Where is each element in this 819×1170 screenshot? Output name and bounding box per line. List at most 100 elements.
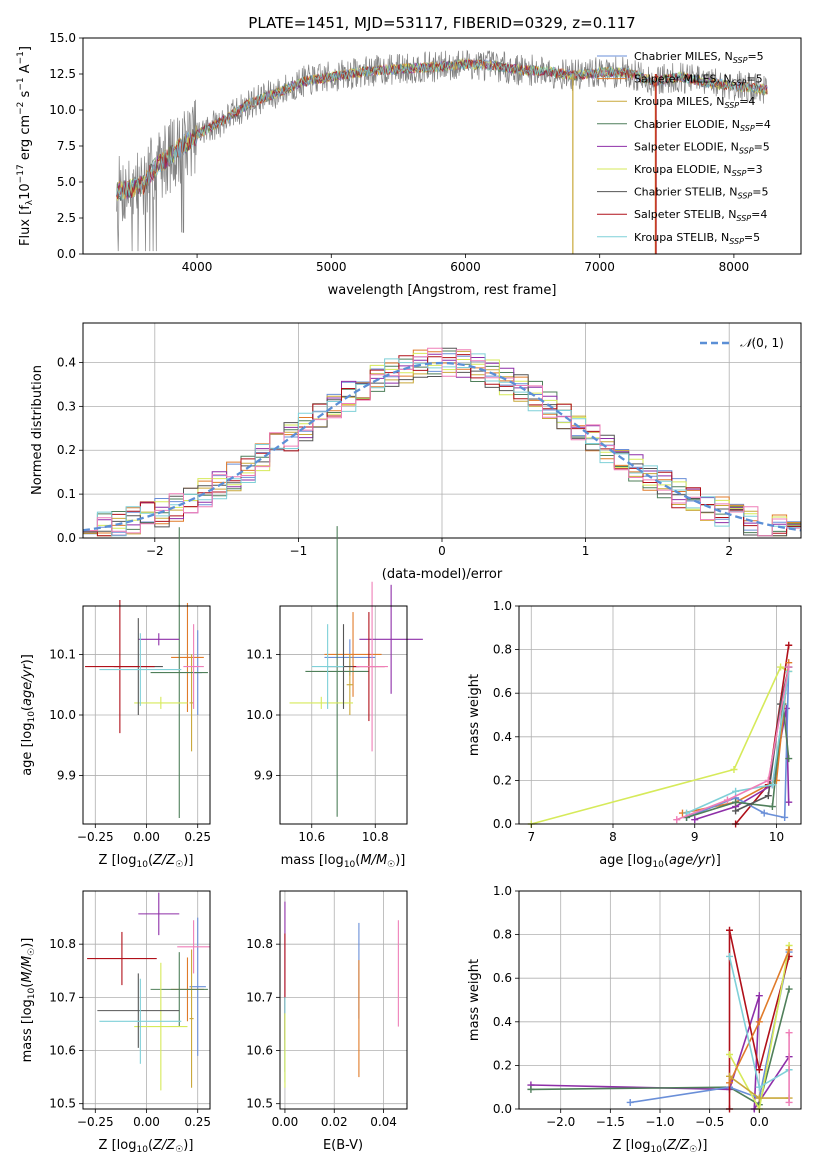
residuals-panel: −2 −1 0 1 2 0.0 0.1 0.2 0.3 0.4 (data-model)/erro…	[30, 322, 802, 582]
plus-marker	[777, 700, 785, 708]
plus-marker	[755, 1018, 763, 1026]
y-tick-label: 0.3	[57, 399, 76, 413]
y-tick-label: 0.6	[493, 971, 512, 985]
age-vs-metallicity-panel: −0.25 0.00 0.25 9.9 10.0 10.1 Z [log10(Z/Z☉)]…	[20, 527, 211, 870]
x-tick-label: −1	[290, 544, 308, 558]
y-tick-label: 0.4	[493, 1015, 512, 1029]
y-tick-label: 10.0	[49, 708, 76, 722]
y-tick-label: 0.0	[57, 247, 76, 261]
x-tick-label: 4000	[182, 260, 213, 274]
plus-marker	[726, 1072, 734, 1080]
mass-z-ylabel: mass [log10(M/M☉)]	[20, 938, 37, 1063]
y-tick-label: 0.0	[493, 817, 512, 831]
spectrum-xlabel: wavelength [Angstrom, rest frame]	[328, 283, 557, 298]
y-tick-label: 0.6	[493, 686, 512, 700]
x-tick-label: 6000	[450, 260, 481, 274]
y-tick-label: 0.4	[493, 730, 512, 744]
y-tick-label: 1.0	[493, 599, 512, 613]
mass-weight-line	[728, 930, 790, 1109]
mass-weight-line	[676, 666, 790, 821]
mw-age-axes-frame	[518, 605, 802, 825]
x-tick-label: 10.8	[362, 830, 389, 844]
plus-marker	[726, 952, 734, 960]
residuals-ylabel: Normed distribution	[30, 365, 45, 495]
y-tick-label: 15.0	[49, 31, 76, 45]
plus-marker	[726, 1051, 734, 1058]
legend-label-chabrier_elodie: Chabrier ELODIE, NSSP=4	[634, 118, 771, 133]
y-tick-label: 10.1	[246, 647, 273, 661]
y-tick-label: 10.0	[246, 708, 273, 722]
plus-marker	[760, 809, 768, 817]
plus-marker	[764, 792, 772, 800]
plus-marker	[768, 781, 776, 789]
x-tick-label: 10	[769, 830, 784, 844]
legend-label-salpeter_stelib: Salpeter STELIB, NSSP=4	[634, 208, 767, 223]
mass-ebv-axes-frame	[279, 890, 408, 1110]
legend-label-chabrier_stelib: Chabrier STELIB, NSSP=5	[634, 186, 768, 201]
age-vs-mass-panel: 10.6 10.8 9.9 10.0 10.1 mass [log10(M/M☉)]	[246, 526, 423, 870]
y-tick-label: 10.7	[246, 990, 273, 1004]
mass-vs-reddening-panel: 0.00 0.02 0.04 10.5 10.6 10.7 10.8 E(B-V)	[246, 890, 408, 1153]
x-tick-label: −1.0	[645, 1115, 674, 1129]
plus-marker	[777, 663, 785, 671]
x-tick-label: 8	[609, 830, 617, 844]
plus-marker	[732, 807, 740, 815]
plus-marker	[726, 1079, 734, 1087]
y-tick-label: 10.7	[49, 990, 76, 1004]
legend-label-salpeter_miles: Salpeter MILES, NSSP=5	[634, 73, 763, 88]
y-tick-label: 10.1	[49, 647, 76, 661]
spectrum-legend: Chabrier MILES, NSSP=5 Salpeter MILES, NS…	[597, 50, 771, 246]
plus-marker	[755, 1083, 763, 1091]
mw-z-ylabel: mass weight	[467, 959, 482, 1041]
y-tick-label: 10.5	[246, 1097, 273, 1111]
mass-vs-metallicity-panel: −0.25 0.00 0.25 10.5 10.6 10.7 10.8 Z [log10(Z…	[20, 890, 211, 1155]
mass-ebv-xlabel: E(B-V)	[323, 1138, 363, 1153]
legend-label-kroupa_elodie: Kroupa ELODIE, NSSP=3	[634, 163, 763, 178]
plus-marker	[732, 798, 740, 806]
plus-marker	[785, 641, 793, 649]
spectrum-panel: PLATE=1451, MJD=53117, FIBERID=0329, z=0…	[16, 14, 802, 298]
y-tick-label: 10.5	[49, 1097, 76, 1111]
plus-marker	[768, 803, 776, 811]
x-tick-label: 0.02	[321, 1115, 348, 1129]
mass-weight-vs-age-panel: 7 8 9 10 0.0 0.2 0.4 0.6 0.8 1.0 age [log10(age/y…	[467, 599, 802, 870]
y-tick-label: 9.9	[254, 769, 273, 783]
y-tick-label: 12.5	[49, 67, 76, 81]
x-tick-label: 10.6	[298, 830, 325, 844]
plus-marker	[785, 985, 793, 993]
y-tick-label: 10.8	[49, 937, 76, 951]
residuals-legend: 𝒩(0, 1)	[700, 336, 784, 350]
y-tick-label: 0.2	[493, 1058, 512, 1072]
plus-marker	[785, 1029, 793, 1037]
plus-marker	[527, 1085, 535, 1093]
age-z-xlabel: Z [log10(Z/Z☉)]	[99, 853, 194, 870]
y-tick-label: 5.0	[57, 175, 76, 189]
plus-marker	[781, 813, 789, 821]
y-tick-label: 0.8	[493, 643, 512, 657]
spectrum-title: PLATE=1451, MJD=53117, FIBERID=0329, z=0…	[248, 14, 635, 32]
model-spectrum-line	[116, 59, 768, 200]
plus-marker	[626, 1098, 634, 1106]
spectrum-ylabel: Flux [fλ10−17 erg cm−2 s−1 A−1]	[16, 46, 35, 246]
x-tick-label: 0.00	[133, 830, 160, 844]
plus-marker	[785, 798, 793, 806]
x-tick-label: 2	[725, 544, 733, 558]
y-tick-label: 10.6	[246, 1044, 273, 1058]
plus-marker	[772, 776, 780, 784]
x-tick-label: 0.0	[750, 1115, 769, 1129]
y-tick-label: 10.0	[49, 103, 76, 117]
y-tick-label: 0.2	[57, 443, 76, 457]
x-tick-label: 0.00	[272, 1115, 299, 1129]
plus-marker	[785, 946, 793, 954]
y-tick-label: 2.5	[57, 211, 76, 225]
plus-marker	[691, 816, 699, 824]
x-tick-label: 0.04	[370, 1115, 397, 1129]
x-tick-label: −1.5	[596, 1115, 625, 1129]
plus-marker	[785, 755, 793, 763]
plus-marker	[732, 787, 740, 795]
x-tick-label: 7	[527, 830, 535, 844]
plus-marker	[726, 926, 734, 934]
x-tick-label: 8000	[719, 260, 750, 274]
x-tick-label: −0.25	[77, 830, 114, 844]
model-spectrum-line	[116, 59, 768, 200]
